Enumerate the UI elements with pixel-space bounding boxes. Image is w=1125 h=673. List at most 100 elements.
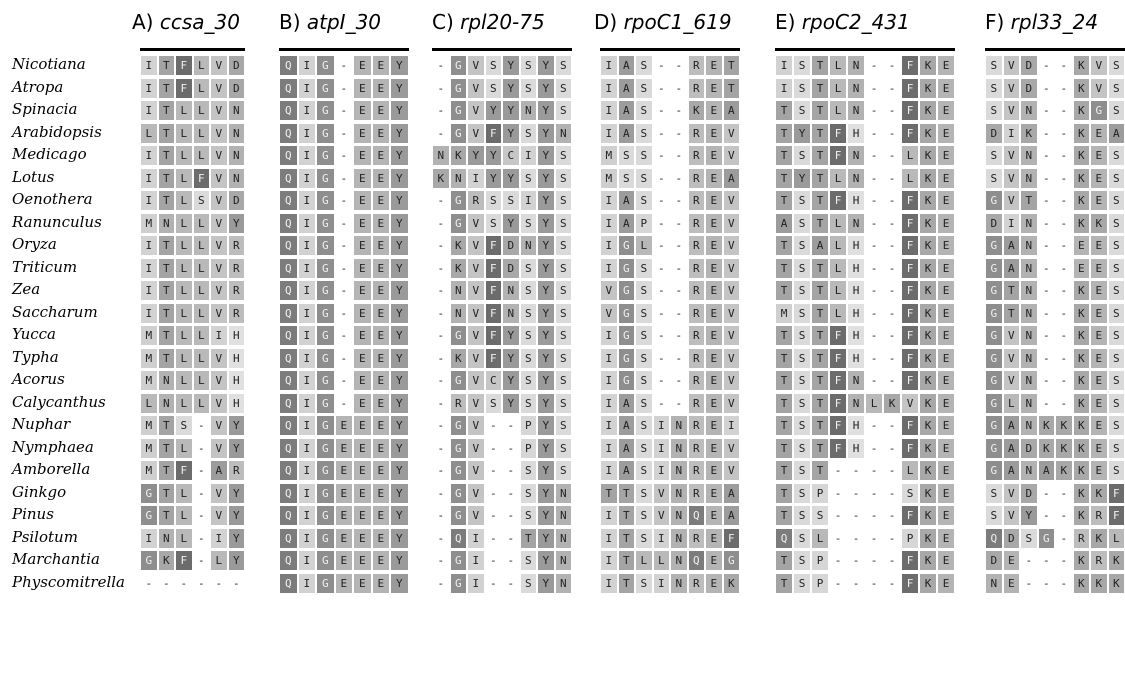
alignment-cell: - — [502, 550, 520, 571]
alignment-cell: V — [1002, 145, 1020, 166]
alignment-cell: S — [793, 77, 811, 99]
alignment-cell: I — [600, 392, 618, 414]
alignment-cell: S — [554, 325, 572, 346]
alignment-cell: T — [600, 482, 618, 504]
alignment-cell: Y — [537, 437, 555, 459]
alignment-cell: R — [687, 212, 705, 234]
alignment-cell: Q — [279, 212, 298, 234]
alignment-cell: L — [192, 212, 210, 234]
alignment-cell: S — [1107, 437, 1125, 459]
alignment-cell: - — [865, 415, 883, 436]
alignment-cell: Q — [279, 257, 298, 279]
alignment-cell: N — [227, 100, 245, 121]
alignment-cell: - — [883, 280, 901, 301]
alignment-cell: I — [140, 167, 158, 189]
alignment-cell: N — [1020, 347, 1038, 369]
alignment-cell: E — [937, 302, 955, 324]
alignment-cell: F — [901, 55, 919, 76]
alignment-cell: T — [775, 190, 793, 211]
alignment-cell: Q — [279, 302, 298, 324]
alignment-cell: S — [519, 212, 537, 234]
alignment-cell: Y — [537, 235, 555, 256]
alignment-cell: R — [227, 460, 245, 481]
alignment-cell: L — [1002, 392, 1020, 414]
alignment-cell: K — [1090, 212, 1108, 234]
alignment-cell: S — [484, 77, 502, 99]
alignment-cell: N — [847, 167, 865, 189]
alignment-cell: S — [793, 392, 811, 414]
alignment-cell: - — [865, 325, 883, 346]
alignment-cell: Q — [985, 527, 1003, 549]
alignment-cell: K — [1037, 437, 1055, 459]
alignment-cell: A — [722, 100, 740, 121]
alignment-cell: A — [1037, 460, 1055, 481]
alignment-cell: H — [847, 415, 865, 436]
alignment-cell: E — [705, 572, 723, 594]
alignment-cell: F — [722, 527, 740, 549]
alignment-cell: V — [467, 55, 485, 76]
alignment-cell: N — [227, 167, 245, 189]
alignment-cell: S — [519, 572, 537, 594]
alignment-cell: S — [617, 145, 635, 166]
alignment-cell: F — [175, 55, 193, 76]
panel-letter: B) — [279, 10, 307, 34]
alignment-cell: - — [192, 482, 210, 504]
alignment-cell: G — [617, 235, 635, 256]
alignment-cell: K — [449, 145, 467, 166]
alignment-cell: S — [793, 347, 811, 369]
alignment-cell: N — [519, 100, 537, 121]
alignment-cell: S — [554, 55, 572, 76]
alignment-cell: K — [919, 325, 937, 346]
alignment-cell: - — [432, 415, 450, 436]
alignment-cell: S — [554, 212, 572, 234]
species-label: Nuphar — [12, 415, 71, 433]
alignment-cell: G — [449, 437, 467, 459]
alignment-cell: - — [847, 550, 865, 571]
alignment-cell: E — [937, 572, 955, 594]
alignment-cell: T — [157, 482, 175, 504]
alignment-cell: - — [484, 527, 502, 549]
alignment-cell: K — [919, 145, 937, 166]
alignment-cell: I — [297, 145, 316, 166]
alignment-cell: Y — [502, 122, 520, 144]
alignment-cell: S — [1107, 55, 1125, 76]
alignment-cell: S — [635, 55, 653, 76]
alignment-cell: S — [1107, 325, 1125, 346]
alignment-cell: - — [1055, 77, 1073, 99]
alignment-cell: M — [140, 370, 158, 391]
alignment-cell: V — [467, 505, 485, 526]
alignment-cell: - — [334, 325, 353, 346]
alignment-cell: N — [1020, 145, 1038, 166]
alignment-cell: E — [705, 392, 723, 414]
alignment-cell: G — [617, 347, 635, 369]
alignment-cell: G — [449, 572, 467, 594]
alignment-cell: L — [175, 257, 193, 279]
alignment-cell: R — [687, 527, 705, 549]
alignment-cell: G — [449, 100, 467, 121]
alignment-cell: S — [985, 100, 1003, 121]
alignment-cell: S — [554, 100, 572, 121]
alignment-cell: S — [635, 280, 653, 301]
alignment-cell: T — [775, 572, 793, 594]
alignment-cell: T — [157, 77, 175, 99]
alignment-cell: I — [1002, 212, 1020, 234]
alignment-cell: T — [811, 212, 829, 234]
alignment-cell: - — [432, 212, 450, 234]
alignment-cell: K — [1072, 100, 1090, 121]
alignment-cell: T — [775, 325, 793, 346]
alignment-cell: R — [687, 280, 705, 301]
alignment-cell: - — [883, 572, 901, 594]
alignment-cell: T — [811, 392, 829, 414]
alignment-cell: - — [670, 55, 688, 76]
alignment-cell: I — [467, 527, 485, 549]
alignment-cell: I — [297, 505, 316, 526]
alignment-cell: S — [519, 482, 537, 504]
alignment-cell: E — [705, 122, 723, 144]
alignment-cell: V — [1002, 190, 1020, 211]
alignment-cell: S — [484, 212, 502, 234]
alignment-cell: G — [316, 145, 335, 166]
alignment-cell: - — [865, 437, 883, 459]
alignment-cell: - — [157, 572, 175, 594]
alignment-cell: K — [722, 572, 740, 594]
alignment-cell: Y — [227, 505, 245, 526]
